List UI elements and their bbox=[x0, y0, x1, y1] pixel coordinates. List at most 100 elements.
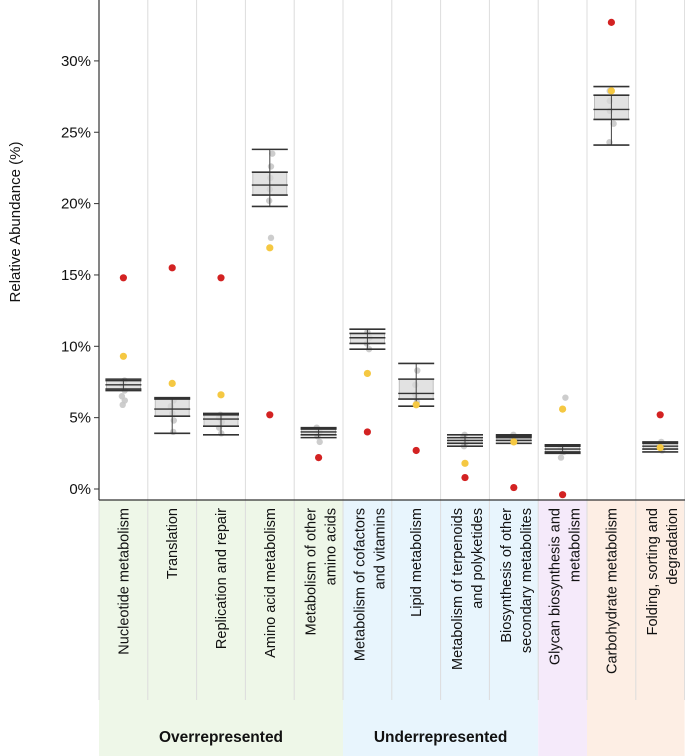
box-plot bbox=[349, 328, 386, 436]
data-point-yellow bbox=[168, 379, 176, 388]
data-point-yellow bbox=[461, 459, 469, 467]
category-label-line: Replication and repair bbox=[214, 508, 230, 649]
data-point-yellow bbox=[656, 444, 664, 452]
y-tick-label: 25% bbox=[61, 124, 91, 141]
y-tick-label: 0% bbox=[69, 481, 91, 498]
category-band bbox=[294, 500, 343, 700]
data-point-red bbox=[559, 491, 567, 499]
category-label-line: and polyketides bbox=[470, 508, 486, 609]
category-label: Lipid metabolism bbox=[409, 508, 425, 617]
group-labels: Overrepresented Underrepresented bbox=[159, 729, 507, 746]
category-band bbox=[635, 500, 685, 700]
data-point-grey bbox=[266, 197, 273, 204]
category-band bbox=[440, 500, 490, 700]
category-label: Metabolism of other amino acids bbox=[304, 508, 340, 636]
data-point-grey bbox=[316, 438, 323, 446]
box-plot bbox=[300, 424, 337, 462]
category-band bbox=[489, 500, 539, 700]
category-band bbox=[391, 500, 441, 700]
category-label-line: amino acids bbox=[324, 508, 340, 585]
data-point-grey bbox=[610, 120, 617, 127]
category-label: Glycan biosynthesis and metabolism bbox=[548, 508, 584, 665]
category-label: Biosynthesis of other secondary metabolit… bbox=[499, 508, 535, 653]
category-label-line: Biosynthesis of other bbox=[499, 508, 515, 643]
data-point-red bbox=[266, 411, 274, 419]
data-point-red bbox=[168, 264, 176, 272]
group-band bbox=[343, 700, 539, 756]
category-band bbox=[587, 500, 636, 700]
category-label-line: Metabolism of terpenoids bbox=[450, 508, 466, 670]
category-band bbox=[538, 500, 587, 700]
data-point-yellow bbox=[119, 352, 127, 360]
group-label: Overrepresented bbox=[159, 729, 283, 746]
box-plot bbox=[105, 274, 142, 409]
category-label: Carbohydrate metabolism bbox=[604, 508, 620, 674]
box-plot bbox=[642, 411, 679, 454]
category-label-line: Carbohydrate metabolism bbox=[604, 508, 620, 674]
y-tick-label: 5% bbox=[69, 410, 91, 427]
box-plot bbox=[495, 431, 532, 492]
data-point-grey bbox=[170, 417, 177, 424]
category-band bbox=[99, 500, 148, 700]
category-bands bbox=[98, 0, 685, 756]
category-label-line: metabolism bbox=[568, 508, 584, 582]
category-label: Nucleotide metabolism bbox=[116, 508, 132, 655]
data-point-grey bbox=[562, 394, 569, 401]
category-label-line: and vitamins bbox=[372, 508, 388, 589]
category-label-line: Metabolism of cofactors bbox=[352, 508, 368, 661]
plot-area bbox=[105, 18, 679, 499]
category-label-line: secondary metabolites bbox=[519, 508, 535, 653]
data-point-grey bbox=[170, 428, 177, 436]
box-plot bbox=[544, 394, 581, 499]
data-point-yellow bbox=[607, 87, 616, 95]
data-point-yellow bbox=[217, 391, 225, 399]
data-point-grey bbox=[267, 163, 275, 170]
category-label-line: Glycan biosynthesis and bbox=[548, 508, 564, 665]
data-point-red bbox=[607, 18, 616, 26]
data-point-yellow bbox=[412, 401, 420, 409]
category-label-line: Translation bbox=[165, 508, 181, 579]
category-label-line: Nucleotide metabolism bbox=[116, 508, 132, 655]
category-label-line: Amino acid metabolism bbox=[263, 508, 279, 658]
y-axis: 0% 5% 10% 15% 20% 25% 30% bbox=[61, 0, 685, 501]
category-band bbox=[196, 500, 246, 700]
category-label: Metabolism of cofactors and vitamins bbox=[352, 508, 388, 661]
data-point-red bbox=[656, 411, 664, 419]
data-point-red bbox=[510, 483, 518, 492]
box-plot bbox=[593, 18, 630, 146]
category-labels: Nucleotide metabolism Translation Replicat… bbox=[116, 508, 681, 674]
category-label-line: Metabolism of other bbox=[304, 508, 320, 636]
category-band bbox=[147, 500, 197, 700]
data-point-red bbox=[412, 446, 420, 455]
box-plot bbox=[154, 264, 191, 436]
y-tick-label: 15% bbox=[61, 267, 91, 284]
y-axis-label: Relative Abundance (%) bbox=[7, 142, 24, 303]
group-band bbox=[99, 700, 343, 756]
data-point-yellow bbox=[559, 405, 567, 413]
data-point-grey bbox=[269, 150, 276, 157]
data-point-grey bbox=[118, 393, 126, 400]
category-band bbox=[343, 500, 392, 700]
y-tick-label: 10% bbox=[61, 338, 91, 355]
data-point-grey bbox=[414, 367, 421, 374]
data-point-yellow bbox=[363, 369, 371, 378]
data-point-red bbox=[461, 473, 469, 482]
category-label: Folding, sorting and degradation bbox=[645, 508, 681, 635]
category-label: Replication and repair bbox=[214, 508, 230, 649]
data-point-yellow bbox=[510, 438, 518, 446]
box-plot bbox=[203, 274, 239, 437]
category-label: Translation bbox=[165, 508, 181, 579]
group-label: Underrepresented bbox=[374, 729, 508, 746]
y-tick-label: 20% bbox=[61, 196, 91, 213]
group-band bbox=[587, 700, 685, 756]
category-label: Amino acid metabolism bbox=[263, 508, 279, 658]
data-point-yellow bbox=[266, 244, 274, 252]
category-label: Metabolism of terpenoids and polyketides bbox=[450, 508, 486, 670]
category-label-line: degradation bbox=[665, 508, 681, 585]
data-point-grey bbox=[557, 454, 565, 461]
data-point-red bbox=[315, 454, 323, 462]
box-plot bbox=[251, 148, 288, 419]
data-point-red bbox=[119, 274, 127, 282]
y-tick-label: 30% bbox=[61, 53, 91, 70]
